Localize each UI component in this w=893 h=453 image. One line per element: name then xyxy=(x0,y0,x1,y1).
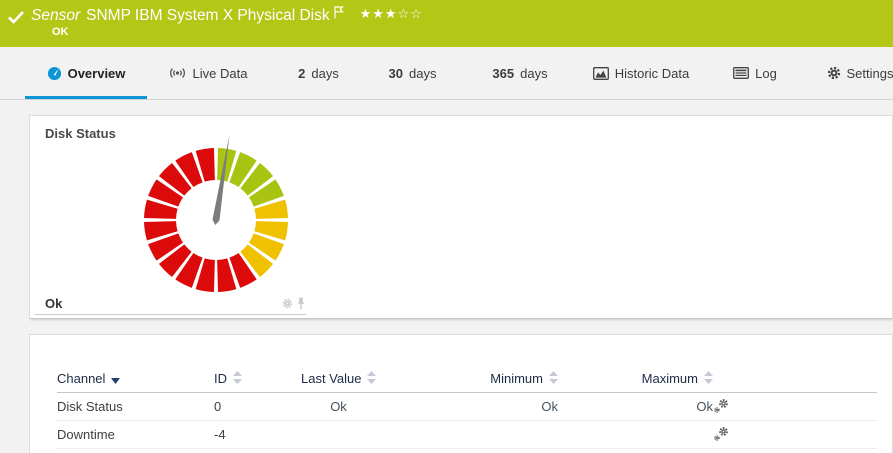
sort-both-icon xyxy=(367,370,377,384)
tab-live-data[interactable]: Live Data xyxy=(160,47,255,99)
tab-label: days xyxy=(311,65,339,81)
channel-table-panel: Channel ID Last Value Minimum Maximum xyxy=(29,334,893,453)
column-header-spacer xyxy=(816,365,877,393)
channel-maximum[interactable]: Ok xyxy=(558,392,713,421)
channel-name: Disk Status xyxy=(57,392,214,421)
tab-number: 365 xyxy=(492,65,515,81)
stars-filled: ★★★ xyxy=(359,6,398,21)
channel-id: 0 xyxy=(214,392,301,421)
tab-number: 2 xyxy=(298,65,306,81)
tab-log[interactable]: Log xyxy=(730,47,780,99)
sensor-tab-bar: Overview Live Data 2 days 30 days 365 da… xyxy=(0,47,893,100)
sort-both-icon xyxy=(549,370,558,384)
tab-label: Live Data xyxy=(192,65,248,81)
disk-status-widget: Disk Status Ok xyxy=(29,115,893,319)
row-spacer xyxy=(816,420,877,449)
widget-pin-icon[interactable] xyxy=(296,297,306,310)
tab-historic-data[interactable]: Historic Data xyxy=(585,47,697,99)
tab-label: Settings xyxy=(846,65,893,81)
tab-number: 30 xyxy=(388,65,403,81)
sensor-title: SNMP IBM System X Physical Disk xyxy=(86,7,330,24)
table-header-row: Channel ID Last Value Minimum Maximum xyxy=(57,365,877,393)
channel-last-value[interactable]: Ok xyxy=(301,392,376,421)
column-header-settings xyxy=(713,365,816,393)
channel-minimum[interactable]: Ok xyxy=(376,392,558,421)
sort-both-icon xyxy=(233,370,242,384)
channel-id: -4 xyxy=(214,420,301,449)
sensor-status-badge: OK xyxy=(52,26,69,38)
widget-gear-icon[interactable] xyxy=(282,298,293,309)
sensor-header-bar: Sensor SNMP IBM System X Physical Disk ★… xyxy=(0,0,893,47)
column-header-channel[interactable]: Channel xyxy=(57,365,214,393)
sensor-type-label: Sensor xyxy=(31,7,81,24)
tab-label: days xyxy=(409,65,437,81)
tab-label: Historic Data xyxy=(614,65,690,81)
channel-name: Downtime xyxy=(57,420,214,449)
tab-label: Overview xyxy=(67,65,126,81)
channel-last-value xyxy=(301,420,376,449)
column-header-id[interactable]: ID xyxy=(214,365,301,393)
table-row: Downtime -4 xyxy=(57,420,877,449)
channel-settings-icon[interactable] xyxy=(713,426,809,442)
tab-label: days xyxy=(520,65,548,81)
widget-divider xyxy=(35,314,306,315)
table-row: Disk Status 0 Ok Ok Ok xyxy=(57,392,877,421)
column-header-maximum[interactable]: Maximum xyxy=(558,365,713,393)
disk-status-gauge xyxy=(144,135,288,292)
tab-30-days[interactable]: 30 days xyxy=(380,47,445,99)
row-spacer xyxy=(816,392,877,421)
channel-maximum xyxy=(558,420,713,449)
channel-table: Channel ID Last Value Minimum Maximum xyxy=(57,365,877,449)
stars-empty: ☆☆ xyxy=(397,6,423,21)
column-header-minimum[interactable]: Minimum xyxy=(376,365,558,393)
channel-minimum xyxy=(376,420,558,449)
tab-2-days[interactable]: 2 days xyxy=(290,47,347,99)
priority-stars[interactable]: ★★★☆☆ xyxy=(360,6,423,22)
sort-desc-icon xyxy=(111,377,121,384)
tab-settings[interactable]: Settings xyxy=(820,47,893,99)
priority-flag-icon xyxy=(333,6,344,19)
ok-check-icon xyxy=(8,11,24,24)
historic-chart-icon xyxy=(592,66,609,80)
widget-title: Disk Status xyxy=(45,126,116,141)
gauge-current-value: Ok xyxy=(45,296,63,311)
tab-365-days[interactable]: 365 days xyxy=(480,47,560,99)
overview-gauge-icon xyxy=(47,66,62,81)
live-data-broadcast-icon xyxy=(168,66,187,80)
column-header-last-value[interactable]: Last Value xyxy=(301,365,377,393)
tab-overview[interactable]: Overview xyxy=(25,47,147,99)
channel-settings-icon[interactable] xyxy=(713,398,809,414)
settings-gear-icon xyxy=(827,66,841,80)
sort-both-icon xyxy=(704,370,713,384)
log-list-icon xyxy=(733,67,750,79)
tab-label: Log xyxy=(755,65,777,81)
